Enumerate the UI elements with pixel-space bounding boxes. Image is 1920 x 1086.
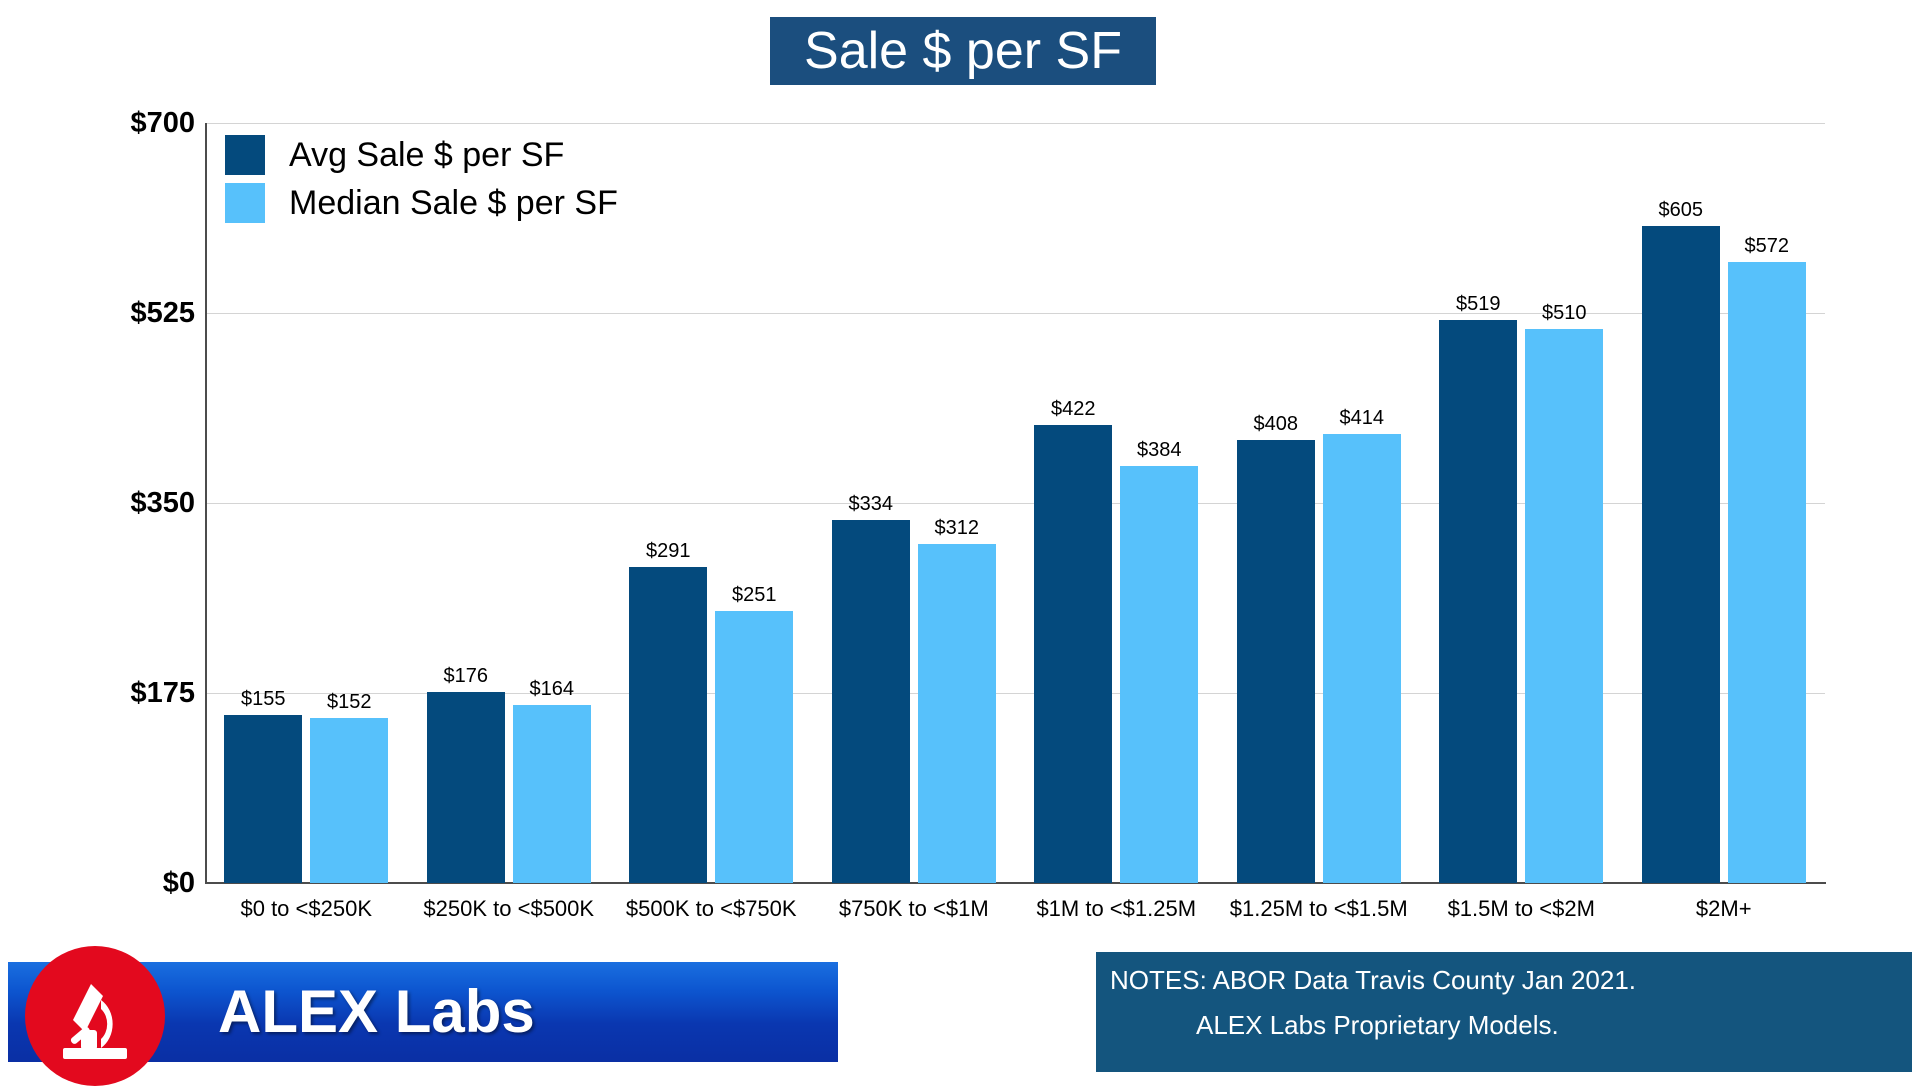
bar-value-label: $312 [934,517,980,540]
bar-group: $422 $384 [1034,123,1199,883]
bar-group: $176 $164 [426,123,591,883]
legend-swatch-median-icon [225,183,265,223]
bar-value-label: $519 [1456,292,1501,315]
gridline [205,313,1825,314]
legend-label-median: Median Sale $ per SF [289,184,618,222]
notes-line-1: NOTES: ABOR Data Travis County Jan 2021. [1110,965,1637,995]
gridline [205,123,1825,124]
bar-value-label: $176 [443,664,489,687]
bar-group: $408 $414 [1236,123,1401,883]
x-axis-tick-label: $1M to <$1.25M [1036,896,1197,921]
bar-avg[interactable] [1641,226,1720,883]
bar-avg[interactable] [629,567,708,883]
bar-value-label: $408 [1253,413,1299,436]
x-axis-tick-label: $1.25M to <$1.5M [1229,896,1408,921]
bar-median[interactable] [1322,433,1401,883]
bar-value-label: $155 [241,687,286,710]
bar-value-label: $251 [732,583,777,606]
bar-avg[interactable] [1034,424,1113,883]
bar-group: $519 $510 [1439,123,1604,883]
y-axis-line [205,123,207,884]
bar-median[interactable] [1525,329,1604,883]
bar-value-label: $152 [327,690,372,713]
gridline [205,503,1825,504]
bar-median[interactable] [512,704,591,883]
gridline [205,693,1825,694]
bar-group: $155 $152 [224,123,389,883]
chart-title-banner: Sale $ per SF [770,17,1156,85]
bar-group: $334 $312 [831,123,996,883]
brand-name: ALEX Labs [218,978,535,1045]
y-axis-tick-label: $350 [130,487,195,519]
legend-item-median: Median Sale $ per SF [225,180,745,226]
legend-label-avg: Avg Sale $ per SF [289,136,565,174]
legend-item-avg: Avg Sale $ per SF [225,132,745,178]
x-axis-tick-label: $250K to <$500K [423,896,595,921]
x-axis-line [205,882,1826,884]
y-axis-tick-label: $0 [162,867,195,899]
notes-box: NOTES: ABOR Data Travis County Jan 2021.… [1096,952,1912,1072]
bar-median[interactable] [310,717,389,883]
y-axis-tick-labels: $0 $175 $350 $525 $700 [45,0,195,940]
bar-value-label: $510 [1542,302,1587,325]
bar-chart: $0 $175 $350 $525 $700 Avg Sale $ per SF Med… [45,0,1826,940]
bar-avg[interactable] [1236,440,1315,883]
x-axis-tick-label: $750K to <$1M [838,896,989,921]
x-axis-tick-label: $1.5M to <$2M [1447,896,1595,921]
page-title: Sale $ per SF [804,22,1122,80]
legend-swatch-avg-icon [225,135,265,175]
bar-avg[interactable] [224,714,303,883]
chart-legend: Avg Sale $ per SF Median Sale $ per SF [225,132,745,228]
bar-median[interactable] [1120,466,1199,883]
bar-value-label: $414 [1339,406,1385,429]
notes-line-2: ALEX Labs Proprietary Models. [1196,1010,1559,1040]
bar-median[interactable] [917,544,996,883]
y-axis-tick-label: $525 [130,297,195,329]
bar-value-label: $164 [529,677,575,700]
x-axis-tick-label: $0 to <$250K [240,896,372,921]
bar-value-label: $572 [1744,234,1790,257]
bar-avg[interactable] [426,691,505,883]
bar-value-label: $605 [1658,199,1704,222]
bar-value-label: $334 [848,493,894,516]
y-axis-tick-label: $700 [130,107,195,139]
bar-group: $605 $572 [1641,123,1806,883]
bar-value-label: $291 [646,540,691,563]
bar-median[interactable] [1727,261,1806,883]
x-axis-tick-label: $500K to <$750K [625,896,797,921]
y-axis-tick-label: $175 [130,677,195,709]
bar-median[interactable] [715,610,794,883]
bar-value-label: $422 [1051,397,1096,420]
bar-avg[interactable] [1439,319,1518,883]
bar-avg[interactable] [831,520,910,883]
x-axis-tick-label: $2M+ [1695,896,1752,921]
bar-group: $291 $251 [629,123,794,883]
bar-value-label: $384 [1137,439,1182,462]
microscope-icon [25,946,165,1086]
